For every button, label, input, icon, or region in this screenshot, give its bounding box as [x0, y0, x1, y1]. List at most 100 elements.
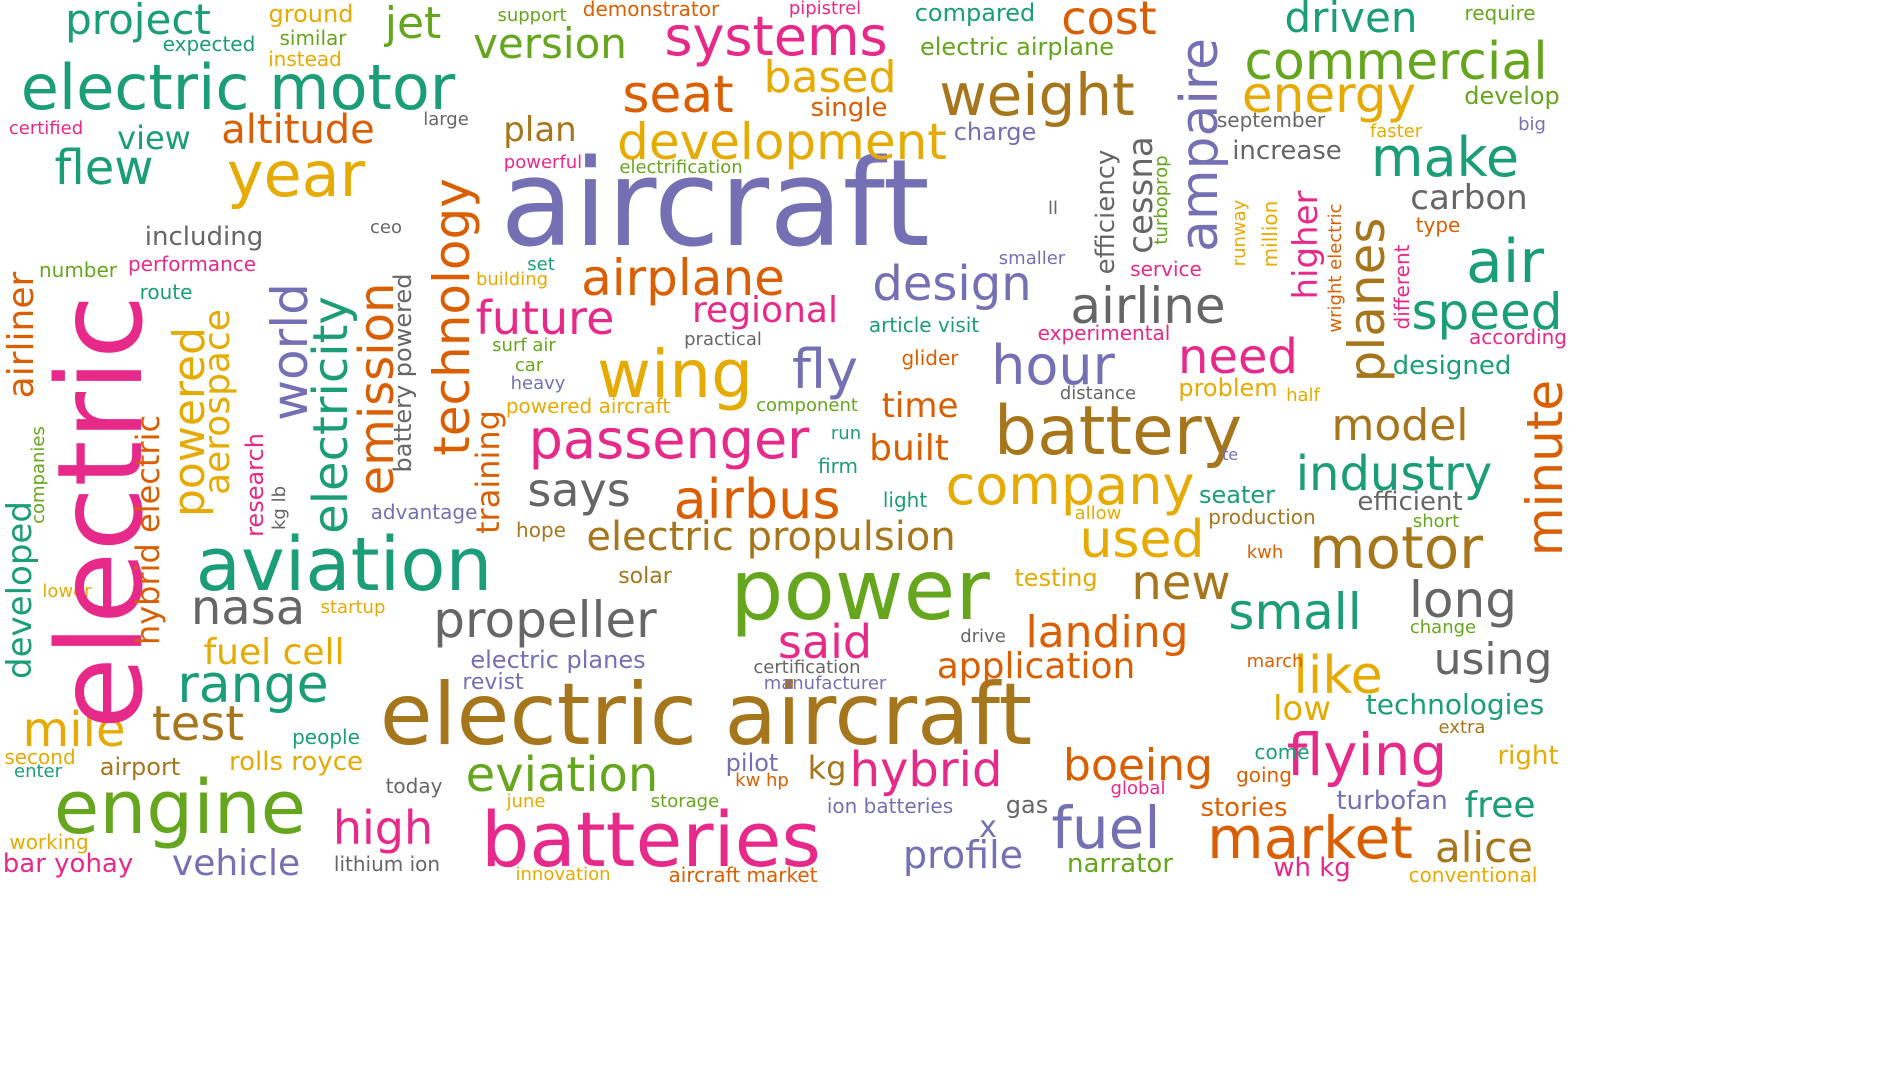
- word-type: type: [1415, 213, 1461, 237]
- word-minute: minute: [1516, 379, 1574, 557]
- word-fuel: fuel: [1051, 794, 1161, 862]
- word-second: second: [4, 745, 76, 769]
- word-ceo: ceo: [370, 217, 402, 238]
- word-market: market: [1207, 804, 1413, 872]
- word-mile: mile: [22, 702, 126, 758]
- word-manufacturer: manufacturer: [763, 673, 887, 694]
- word-based: based: [763, 52, 897, 103]
- word-smaller: smaller: [998, 248, 1066, 269]
- word-working: working: [9, 830, 89, 854]
- word-regional: regional: [692, 290, 838, 331]
- word-faster: faster: [1369, 121, 1423, 142]
- word-allow: allow: [1074, 503, 1122, 524]
- word-flew: flew: [54, 140, 154, 196]
- word-big: big: [1518, 114, 1546, 135]
- word-ground: ground: [268, 0, 354, 28]
- word-ampaire: ampaire: [1170, 37, 1230, 253]
- word-service: service: [1130, 257, 1202, 281]
- word-extra: extra: [1438, 717, 1486, 738]
- word-revist: revist: [462, 670, 524, 695]
- word-need: need: [1178, 329, 1298, 385]
- word-distance: distance: [1059, 383, 1137, 404]
- word-june: june: [506, 791, 546, 812]
- word-electric-aircraft: electric aircraft: [379, 665, 1033, 765]
- word-problem: problem: [1178, 374, 1278, 402]
- word-electric-planes: electric planes: [470, 646, 646, 674]
- word-design: design: [872, 256, 1032, 312]
- word-project: project: [65, 0, 211, 44]
- word-testing: testing: [1014, 564, 1098, 592]
- word-plan: plan: [503, 110, 577, 150]
- word-built: built: [869, 428, 949, 469]
- word-pipistrel: pipistrel: [788, 0, 862, 19]
- word-technologies: technologies: [1365, 688, 1545, 721]
- word-car: car: [514, 355, 544, 376]
- word-development: development: [617, 113, 947, 171]
- word-narrator: narrator: [1066, 849, 1174, 879]
- word-ll: ll: [1047, 198, 1059, 219]
- word-said: said: [777, 615, 873, 669]
- word-global: global: [1110, 778, 1166, 799]
- word-passenger: passenger: [528, 408, 810, 471]
- word-turboprop: turboprop: [1151, 155, 1172, 245]
- word-turbofan: turbofan: [1336, 786, 1448, 816]
- word-future: future: [475, 291, 615, 345]
- word-startup: startup: [320, 597, 386, 618]
- word-application: application: [936, 646, 1136, 687]
- word-light: light: [882, 488, 928, 512]
- word-year: year: [226, 138, 366, 211]
- word-higher: higher: [1286, 190, 1326, 300]
- word-speed: speed: [1411, 283, 1563, 341]
- word-weight: weight: [939, 61, 1135, 129]
- word-airliner: airliner: [1, 271, 42, 399]
- word-electric-propulsion: electric propulsion: [586, 514, 956, 560]
- word-kw-hp: kw hp: [735, 770, 789, 791]
- word-firm: firm: [818, 454, 858, 478]
- word-advantage: advantage: [370, 500, 478, 524]
- word-increase: increase: [1232, 136, 1342, 166]
- word-small: small: [1228, 583, 1362, 641]
- word-like: like: [1293, 646, 1383, 706]
- word-conventional: conventional: [1408, 863, 1538, 887]
- word-innovation: innovation: [515, 864, 611, 885]
- word-enter: enter: [13, 761, 63, 782]
- word-surf-air: surf air: [492, 335, 556, 356]
- word-time: time: [881, 386, 959, 426]
- word-new: new: [1131, 555, 1231, 611]
- word-model: model: [1331, 400, 1469, 451]
- word-glider: glider: [901, 346, 959, 370]
- word-kwh: kwh: [1246, 542, 1284, 563]
- word-energy: energy: [1241, 66, 1417, 124]
- word-propeller: propeller: [433, 591, 657, 649]
- word-lithium-ion: lithium ion: [333, 852, 441, 876]
- word-seat: seat: [622, 65, 734, 125]
- word-carbon: carbon: [1410, 178, 1528, 218]
- word-view: view: [117, 119, 191, 157]
- word-certification: certification: [753, 657, 861, 678]
- word-flying: flying: [1286, 721, 1448, 789]
- word-hybrid-electric: hybrid electric: [129, 414, 167, 646]
- word-certified: certified: [8, 118, 84, 139]
- word-low: low: [1272, 689, 1332, 729]
- word-developed: developed: [0, 501, 40, 679]
- word-aerospace: aerospace: [197, 309, 238, 495]
- word-runway: runway: [1229, 199, 1250, 267]
- word-kg-lb: kg lb: [269, 486, 290, 530]
- word-develop: develop: [1464, 82, 1560, 110]
- word-airplane: airplane: [581, 249, 785, 307]
- word-according: according: [1469, 325, 1567, 349]
- word-large: large: [423, 109, 469, 130]
- word-industry: industry: [1295, 446, 1493, 502]
- word-research: research: [241, 433, 269, 537]
- word-batteries: batteries: [481, 795, 821, 884]
- word-stories: stories: [1200, 793, 1288, 823]
- word-driven: driven: [1284, 0, 1418, 42]
- word-march: march: [1246, 651, 1304, 672]
- word-efficient: efficient: [1357, 487, 1463, 517]
- word-run: run: [830, 423, 862, 444]
- word-used: used: [1079, 510, 1205, 570]
- word-powered-aircraft: powered aircraft: [505, 394, 671, 418]
- word-electric-airplane: electric airplane: [920, 33, 1114, 61]
- word-solar: solar: [618, 564, 672, 589]
- word-similar: similar: [279, 26, 347, 50]
